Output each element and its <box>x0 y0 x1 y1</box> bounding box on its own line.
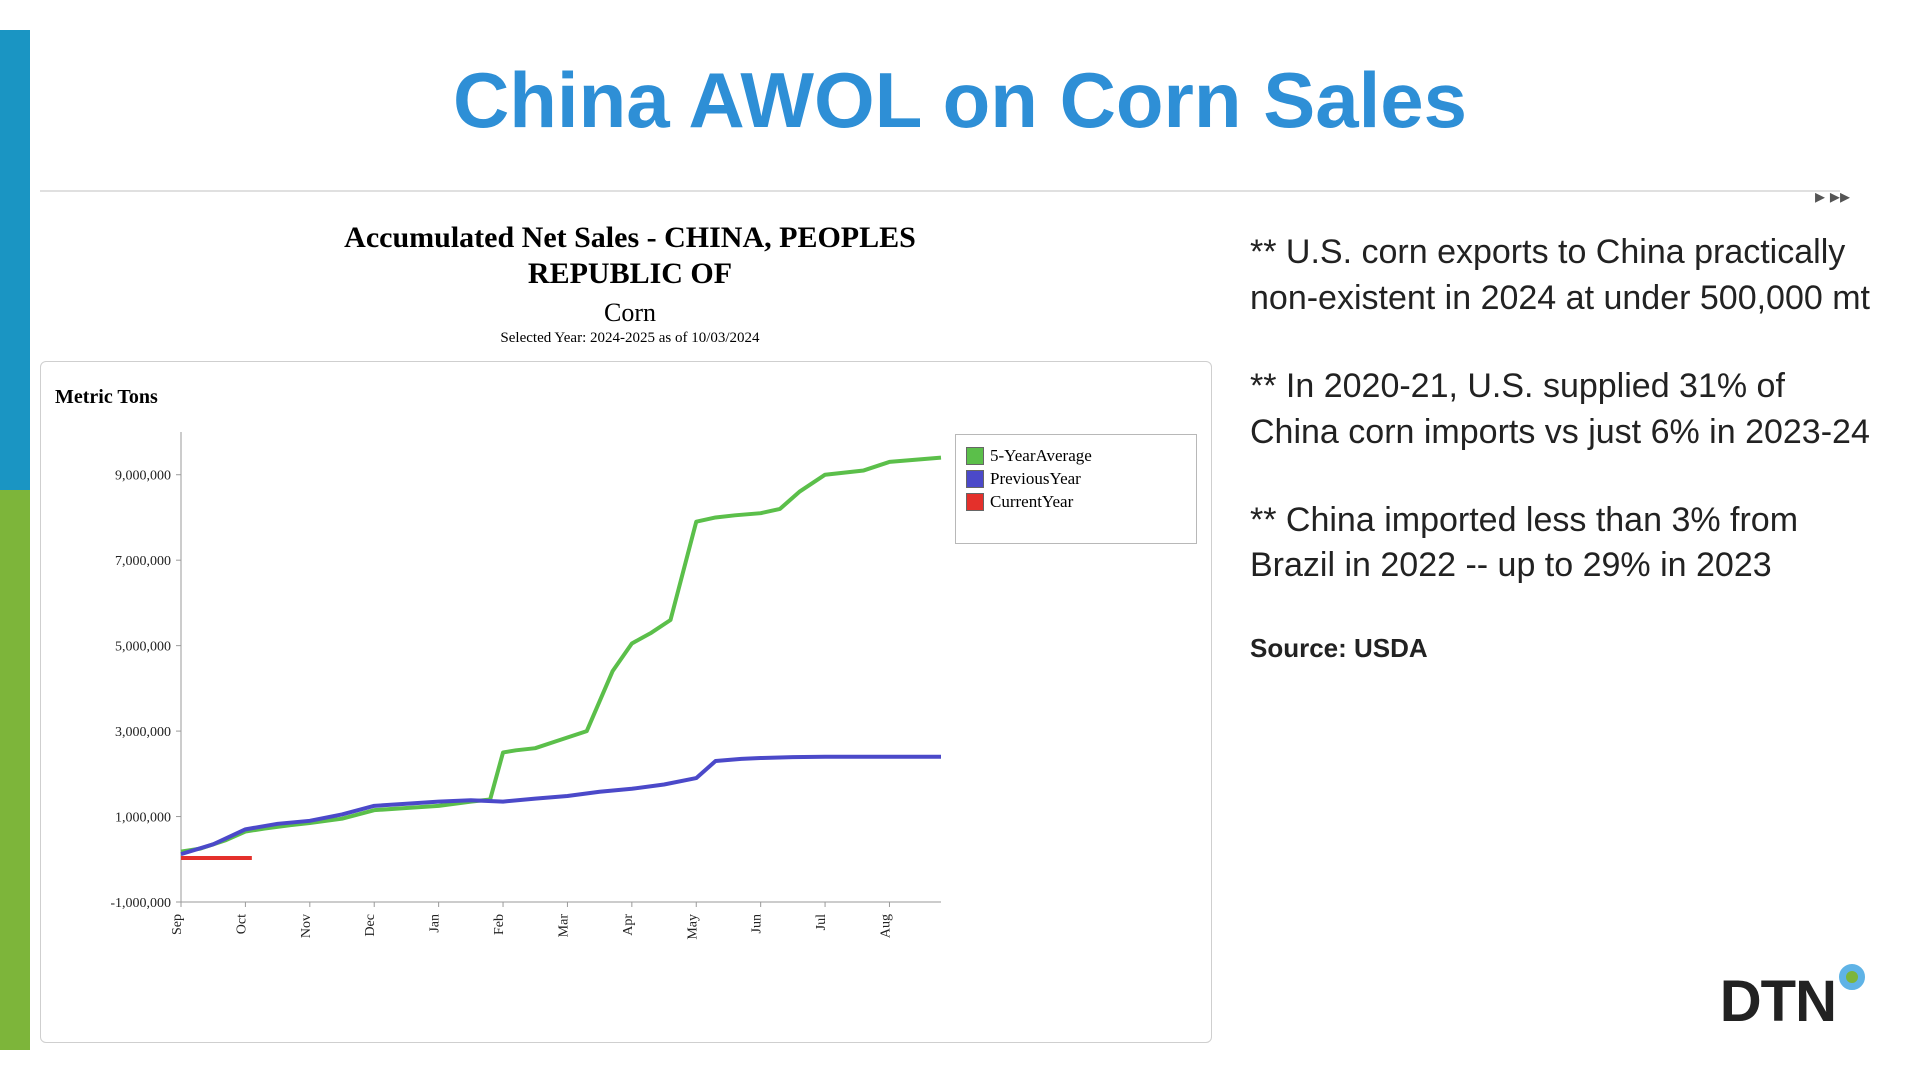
source-label: Source: USDA <box>1250 631 1870 666</box>
svg-text:Jun: Jun <box>750 914 765 933</box>
svg-text:7,000,000: 7,000,000 <box>115 554 171 569</box>
svg-text:Aug: Aug <box>878 914 893 938</box>
legend-label: 5-YearAverage <box>990 446 1092 466</box>
legend: 5-YearAverage PreviousYear CurrentYear <box>955 434 1197 544</box>
legend-item: CurrentYear <box>966 492 1186 512</box>
svg-text:Sep: Sep <box>170 914 185 935</box>
svg-text:May: May <box>685 914 700 940</box>
y-axis-label: Metric Tons <box>55 386 158 409</box>
legend-label: CurrentYear <box>990 492 1073 512</box>
chart-title-line: REPUBLIC OF <box>528 257 732 290</box>
logo-dot-icon <box>1839 964 1865 990</box>
slide: China AWOL on Corn Sales ▸ ▸▸ Accumulate… <box>0 0 1920 1080</box>
line-chart: -1,000,000 1,000,000 3,000,000 5,000,000 7,0… <box>111 422 951 952</box>
page-title: China AWOL on Corn Sales <box>0 55 1920 146</box>
legend-swatch <box>966 470 984 488</box>
legend-item: 5-YearAverage <box>966 446 1186 466</box>
legend-item: PreviousYear <box>966 469 1186 489</box>
svg-text:Mar: Mar <box>556 914 571 938</box>
svg-text:Oct: Oct <box>234 914 249 934</box>
legend-swatch <box>966 447 984 465</box>
svg-text:Jul: Jul <box>814 914 829 930</box>
chart-title: Accumulated Net Sales - CHINA, PEOPLES R… <box>40 220 1220 292</box>
bullet-item: ** U.S. corn exports to China practicall… <box>1250 230 1870 322</box>
svg-text:5,000,000: 5,000,000 <box>115 640 171 655</box>
divider-line <box>40 190 1840 192</box>
svg-text:Apr: Apr <box>621 914 636 936</box>
accent-bar-green <box>0 490 30 1050</box>
svg-text:Dec: Dec <box>363 914 378 937</box>
arrow-icon: ▸ <box>1815 184 1825 209</box>
chart-box: Metric Tons -1,000,000 1,000,000 3,000,000… <box>40 361 1212 1043</box>
chart-title-line: Accumulated Net Sales - CHINA, PEOPLES <box>344 221 916 254</box>
logo-text: DTN <box>1720 968 1836 1035</box>
legend-swatch <box>966 493 984 511</box>
legend-label: PreviousYear <box>990 469 1081 489</box>
svg-text:1,000,000: 1,000,000 <box>115 811 171 826</box>
chart-container: Accumulated Net Sales - CHINA, PEOPLES R… <box>40 220 1220 1043</box>
svg-text:3,000,000: 3,000,000 <box>115 725 171 740</box>
brand-logo: DTN <box>1720 968 1865 1035</box>
arrow-icon: ▸▸ <box>1830 184 1850 209</box>
svg-text:-1,000,000: -1,000,000 <box>111 896 171 911</box>
bullet-item: ** China imported less than 3% from Braz… <box>1250 498 1870 590</box>
svg-text:9,000,000: 9,000,000 <box>115 469 171 484</box>
svg-text:Feb: Feb <box>492 914 507 935</box>
bullet-list: ** U.S. corn exports to China practicall… <box>1250 230 1870 666</box>
chart-note: Selected Year: 2024-2025 as of 10/03/202… <box>40 330 1220 347</box>
chart-crop-label: Corn <box>40 298 1220 328</box>
bullet-item: ** In 2020-21, U.S. supplied 31% of Chin… <box>1250 364 1870 456</box>
svg-text:Jan: Jan <box>428 914 443 933</box>
svg-text:Nov: Nov <box>299 914 314 938</box>
